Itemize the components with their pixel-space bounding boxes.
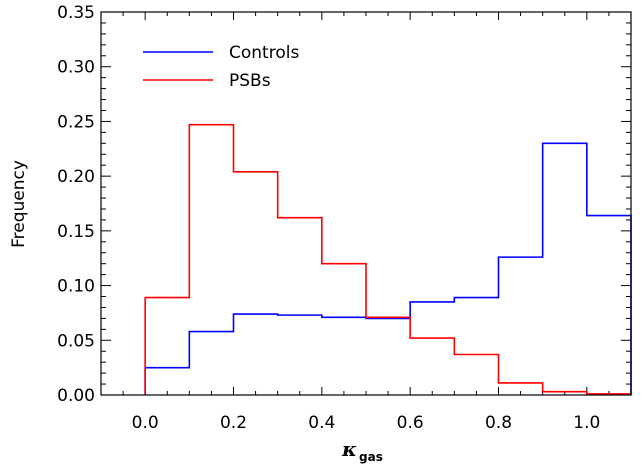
plot-area-frame <box>100 11 632 396</box>
legend-label-controls: Controls <box>229 43 299 63</box>
y-tick-label: 0.00 <box>57 386 95 406</box>
series-psbs-line <box>144 123 632 395</box>
y-tick-label: 0.10 <box>57 277 95 297</box>
legend-label-psbs: PSBs <box>229 71 271 91</box>
y-tick-label: 0.20 <box>57 167 95 187</box>
x-tick-label: 0.0 <box>132 413 159 433</box>
x-axis-title-subscript: gas <box>359 450 383 464</box>
x-tick-label: 0.8 <box>485 413 512 433</box>
y-tick-label: 0.35 <box>57 3 95 23</box>
axis-ticks <box>100 11 632 396</box>
y-tick-label: 0.25 <box>57 112 95 132</box>
y-tick-label: 0.15 <box>57 222 95 242</box>
x-tick-label: 1.0 <box>573 413 600 433</box>
x-tick-label: 0.2 <box>220 413 247 433</box>
y-tick-label: 0.05 <box>57 331 95 351</box>
tick-labels: 0.0 0.2 0.4 0.6 0.8 1.0 0.00 0.05 0.10 0.15 0.20 0.… <box>57 3 600 433</box>
x-tick-label: 0.4 <box>308 413 335 433</box>
y-axis-title: Frequency <box>9 160 29 248</box>
x-axis-title-symbol: κ <box>341 437 357 461</box>
series-controls-line <box>144 142 632 395</box>
y-tick-label: 0.30 <box>57 58 95 78</box>
legend: Controls PSBs <box>143 43 299 91</box>
series-lines <box>144 123 632 395</box>
x-axis-title: κ gas <box>341 437 383 464</box>
x-tick-label: 0.6 <box>397 413 424 433</box>
